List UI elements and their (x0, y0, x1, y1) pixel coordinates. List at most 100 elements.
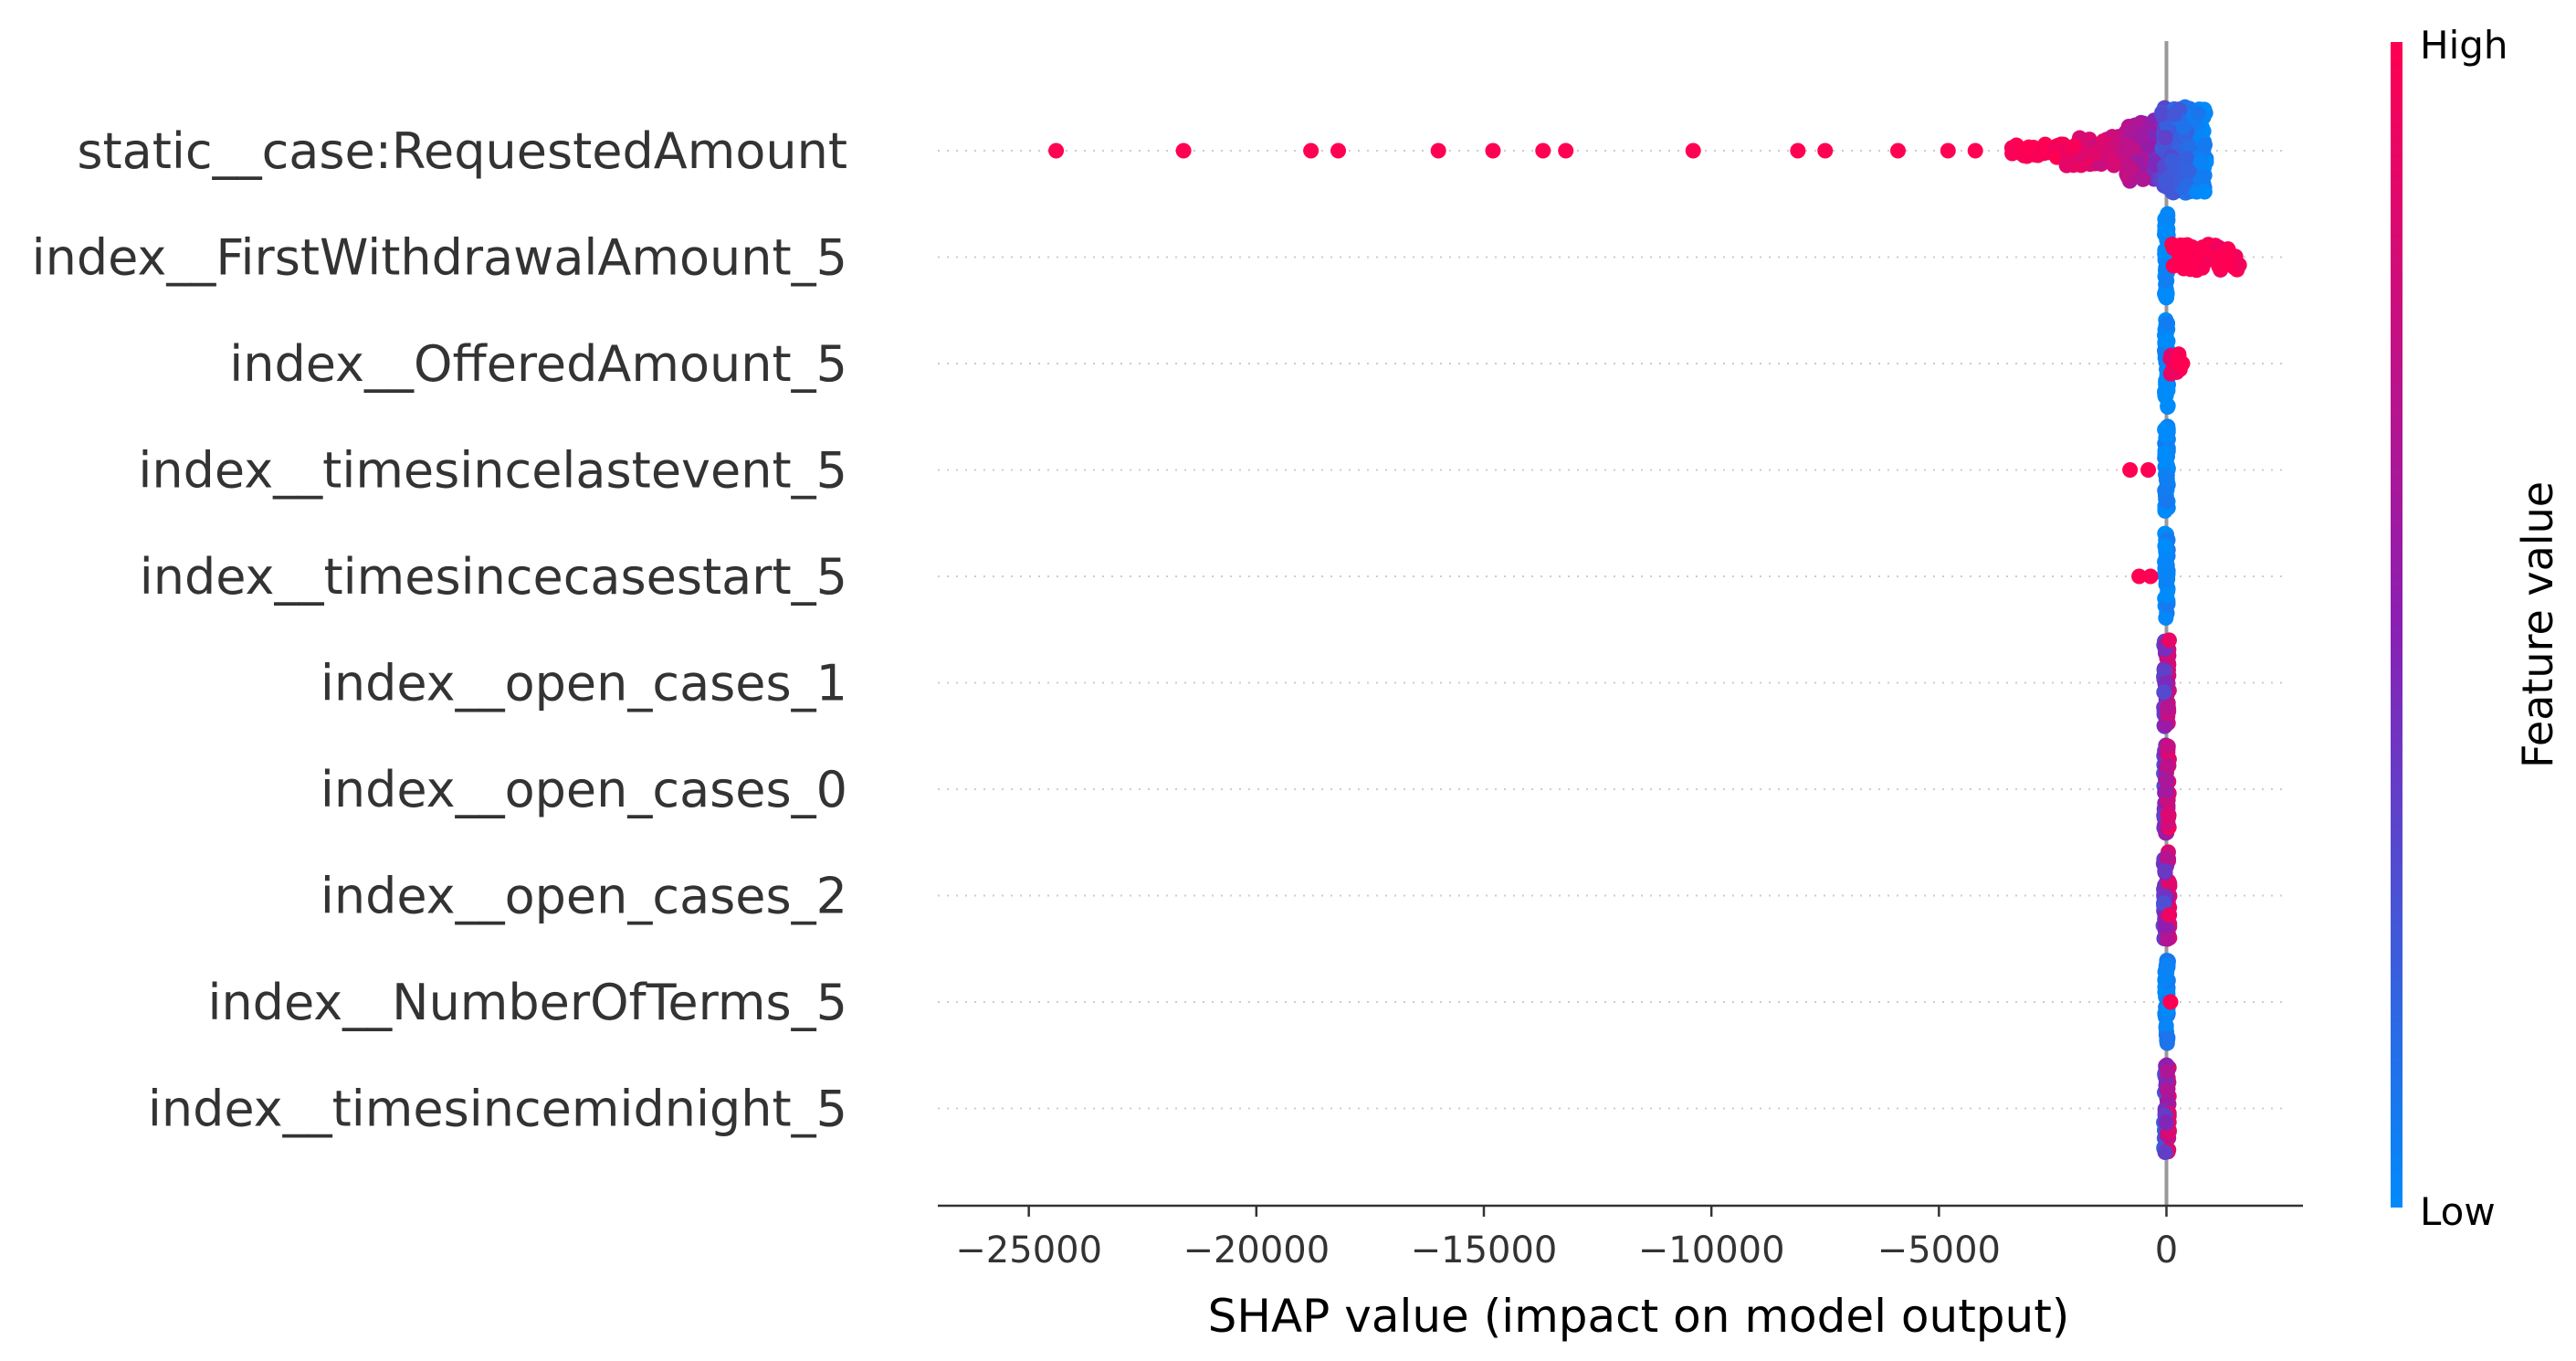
shap-point (2161, 632, 2177, 649)
shap-point (2216, 256, 2233, 272)
shap-point (1940, 142, 1956, 159)
feature-label: static__case:RequestedAmount (77, 122, 847, 180)
shap-point (2066, 138, 2083, 154)
shap-point (2196, 184, 2213, 200)
colorbar-title: Feature value (2513, 481, 2562, 768)
shap-point (2181, 163, 2197, 179)
feature-label: index__open_cases_0 (321, 761, 847, 818)
feature-label: index__NumberOfTerms_5 (207, 974, 847, 1031)
shap-point (2159, 849, 2175, 866)
shap-point (2156, 895, 2172, 912)
x-tick-label: −10000 (1638, 1229, 1785, 1271)
shap-point (2157, 1144, 2173, 1160)
row-gridlines (938, 150, 2285, 1110)
shap-point (2171, 254, 2187, 270)
feature-label: index__timesincemidnight_5 (148, 1081, 847, 1138)
shap-point (2158, 172, 2174, 188)
shap-point (2161, 907, 2178, 923)
shap-point (2192, 153, 2209, 170)
shap-point (1817, 142, 1834, 159)
shap-point (2219, 242, 2235, 258)
shap-point (2197, 137, 2213, 153)
shap-point (2183, 256, 2200, 272)
shap-point (1175, 142, 1192, 159)
shap-point (2167, 106, 2183, 122)
x-tick-label: −25000 (955, 1229, 1102, 1271)
shap-point (2135, 171, 2151, 187)
shap-point (2158, 772, 2174, 788)
shap-point (2157, 538, 2173, 554)
shap-point (1685, 142, 1701, 159)
shap-point (2004, 145, 2021, 162)
shap-point (2142, 568, 2159, 585)
colorbar-low-label: Low (2420, 1189, 2496, 1234)
shap-point (2159, 1030, 2175, 1047)
x-tick-label: −20000 (1183, 1229, 1330, 1271)
shap-point (1303, 142, 1320, 159)
shap-point (2154, 106, 2171, 122)
shap-point (2160, 397, 2176, 414)
shap-point (2164, 153, 2181, 169)
feature-label: index__OfferedAmount_5 (229, 335, 847, 393)
x-tick-label: −5000 (1877, 1229, 2001, 1271)
shap-point (2122, 462, 2139, 478)
shap-point (2124, 141, 2140, 157)
shap-point (2192, 171, 2209, 187)
shap-point (2156, 684, 2172, 701)
shap-point (2179, 150, 2195, 166)
shap-point (2158, 471, 2174, 488)
shap-point (2160, 957, 2176, 974)
shap-point (2157, 971, 2173, 987)
feature-label: index__open_cases_1 (321, 655, 847, 712)
x-ticks: −25000 −20000 −15000 −10000 −5000 0 (955, 1206, 2178, 1271)
shap-point (2178, 241, 2194, 258)
shap-point (2160, 1063, 2176, 1080)
shap-point (1430, 142, 1446, 159)
shap-point (1485, 142, 1501, 159)
feature-label: index__timesincecasestart_5 (140, 548, 847, 606)
shap-point (2021, 139, 2037, 155)
shap-point (1535, 142, 1551, 159)
shap-point (2160, 807, 2176, 823)
shap-point (2133, 129, 2150, 145)
shap-point (2162, 994, 2179, 1010)
shap-point (2170, 355, 2186, 372)
x-axis: −25000 −20000 −15000 −10000 −5000 0 SHAP valu… (938, 1204, 2303, 1343)
feature-label: index__FirstWithdrawalAmount_5 (32, 229, 847, 287)
shap-point (2158, 1114, 2174, 1131)
shap-point (2157, 445, 2173, 461)
shap-point (2122, 160, 2139, 176)
shap-point (2159, 315, 2175, 332)
shap-point (2157, 863, 2173, 880)
shap-point (2160, 333, 2176, 350)
colorbar: High Low Feature value (2391, 23, 2562, 1234)
shap-point (2159, 1081, 2175, 1098)
shap-point (2159, 700, 2175, 716)
feature-label: index__timesincelastevent_5 (138, 442, 847, 500)
colorbar-gradient (2391, 42, 2403, 1208)
shap-point (2175, 119, 2192, 135)
x-tick-label: −15000 (1411, 1229, 1558, 1271)
shap-point (2157, 130, 2173, 146)
shap-point (2160, 757, 2176, 774)
colorbar-high-label: High (2420, 23, 2508, 68)
shap-point (2160, 738, 2176, 754)
shap-point (1558, 142, 1574, 159)
shap-point (1330, 142, 1347, 159)
feature-label: index__open_cases_2 (321, 868, 847, 925)
shap-point (2158, 1018, 2174, 1034)
feature-labels: static__case:RequestedAmount index__First… (32, 122, 847, 1138)
shap-point (1967, 142, 1983, 159)
x-axis-title: SHAP value (impact on model output) (1208, 1290, 2070, 1343)
shap-point (2157, 385, 2173, 402)
shap-point (1790, 142, 1806, 159)
shap-point (1889, 142, 1906, 159)
shap-point (2159, 272, 2175, 289)
shap-point (2231, 257, 2247, 273)
shap-point (1048, 142, 1065, 159)
shap-point (2159, 587, 2175, 604)
shap-point (2140, 462, 2157, 478)
shap-point (2190, 105, 2206, 121)
shap-point (2159, 569, 2175, 586)
shap-point (2157, 421, 2173, 438)
